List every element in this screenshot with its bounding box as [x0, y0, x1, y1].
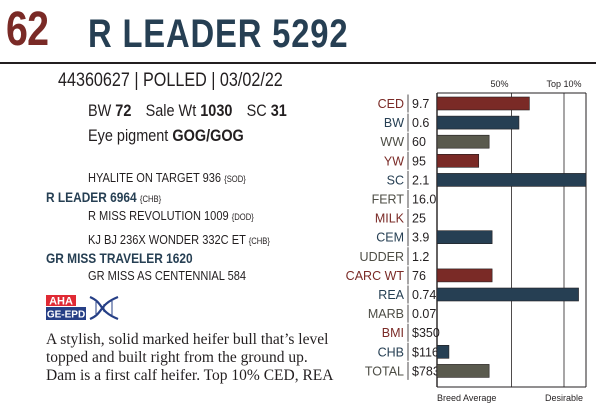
pedigree-sire-sire: HYALITE ON TARGET 936 {SOD}: [88, 170, 246, 187]
epd-trait-label: SC: [387, 173, 404, 187]
pedigree-dam-sire-name: KJ BJ 236X WONDER 332C ET: [88, 232, 246, 247]
bw-value: 72: [115, 101, 132, 120]
epd-trait-label: FERT: [372, 193, 405, 207]
epd-trait-label: REA: [378, 288, 404, 302]
epd-trait-label: MILK: [375, 212, 405, 226]
dna-helix-icon: [89, 295, 119, 321]
epd-trait-label: CEM: [376, 231, 404, 245]
animal-name: R LEADER 5292: [88, 12, 349, 56]
sc-value: 31: [270, 101, 287, 120]
epd-trait-label: CARC WT: [346, 269, 405, 283]
epd-trait-label: CHB: [378, 345, 404, 359]
chart-footer-desirable: Desirable: [545, 393, 583, 403]
epd-value-label: 25: [412, 212, 426, 226]
description: A stylish, solid marked heifer bull that…: [46, 331, 376, 385]
epd-value-label: 0.74: [412, 288, 436, 302]
epd-value-label: 0.07: [412, 307, 436, 321]
epd-value-label: 1.2: [412, 250, 429, 264]
description-line: topped and built right from the ground u…: [46, 349, 308, 366]
chart-footer-breed-average: Breed Average: [437, 393, 496, 403]
description-line: Dam is a first calf heifer. Top 10% CED,…: [46, 367, 334, 384]
chart-header-top10: Top 10%: [546, 79, 581, 89]
epd-value-label: 95: [412, 154, 426, 168]
epd-trait-label: MARB: [368, 307, 404, 321]
pedigree-sire-dam-name: R MISS REVOLUTION 1009: [88, 208, 229, 223]
epd-bar: [436, 344, 450, 359]
sc-label: SC: [246, 101, 267, 120]
epd-value-label: 3.9: [412, 231, 429, 245]
epd-value-label: 16.0: [412, 193, 436, 207]
description-line: A stylish, solid marked heifer bull that…: [46, 331, 329, 348]
logo-top-text: AHA: [49, 296, 73, 308]
epd-trait-label: WW: [380, 135, 404, 149]
epd-trait-label: CED: [378, 97, 404, 111]
epd-trait-label: YW: [384, 154, 404, 168]
birth-stats: BW 72 Sale Wt 1030 SC 31: [88, 101, 287, 121]
epd-trait-label: BMI: [382, 326, 404, 340]
pedigree-dam-dam: GR MISS AS CENTENNIAL 584: [88, 268, 246, 284]
epd-value-label: $116: [412, 345, 439, 359]
epd-trait-label: UDDER: [360, 250, 404, 264]
eye-value: GOG/GOG: [172, 126, 244, 145]
pedigree-sire-sire-code: {SOD}: [224, 174, 246, 184]
pedigree-sire: R LEADER 6964 {CHB}: [46, 189, 161, 207]
epd-bar: [436, 134, 490, 149]
epd-value-label: 2.1: [412, 173, 429, 187]
epd-value-label: 9.7: [412, 97, 429, 111]
header-divider: [0, 62, 596, 64]
pedigree-sire-name: R LEADER 6964: [46, 189, 137, 205]
epd-trait-label: BW: [384, 116, 404, 130]
pedigree-dam-sire: KJ BJ 236X WONDER 332C ET {CHB}: [88, 232, 270, 249]
epd-bar: [436, 96, 530, 111]
epd-bar: [436, 268, 493, 283]
pedigree-sire-dam: R MISS REVOLUTION 1009 {DOD}: [88, 208, 254, 225]
epd-bar: [436, 173, 587, 187]
bw-label: BW: [88, 101, 112, 120]
pedigree-dam-name: GR MISS TRAVELER 1620: [46, 250, 193, 266]
logo-bottom-text: GE-EPD: [47, 310, 85, 321]
epd-bar: [436, 154, 480, 168]
epd-trait-label: TOTAL: [365, 364, 404, 378]
epd-bar: [436, 287, 579, 302]
sale-wt-label: Sale Wt: [145, 101, 197, 120]
aha-ge-epd-logo: AHA GE-EPD: [46, 295, 120, 321]
pedigree-dam-dam-name: GR MISS AS CENTENNIAL 584: [88, 268, 247, 283]
chart-header-50: 50%: [490, 79, 508, 89]
eye-pigment: Eye pigment GOG/GOG: [88, 126, 244, 146]
epd-value-label: 60: [412, 135, 426, 149]
epd-bar: [436, 115, 520, 130]
epd-value-label: $783: [412, 364, 440, 378]
lot-number: 62: [6, 3, 49, 56]
epd-bar: [436, 230, 493, 244]
epd-bar: [436, 364, 490, 378]
pedigree-sire-sire-name: HYALITE ON TARGET 936: [88, 170, 222, 185]
epd-value-label: $350: [412, 326, 440, 340]
pedigree-sire-code: {CHB}: [139, 194, 162, 204]
pedigree-dam: GR MISS TRAVELER 1620: [46, 250, 193, 266]
epd-value-label: 76: [412, 269, 426, 283]
sale-wt-value: 1030: [200, 101, 233, 120]
epd-value-label: 0.6: [412, 116, 429, 130]
pedigree-sire-dam-code: {DOD}: [231, 212, 254, 222]
id-line: 44360627 | POLLED | 03/02/22: [58, 70, 283, 91]
pedigree-dam-sire-code: {CHB}: [248, 236, 270, 246]
eye-label: Eye pigment: [88, 126, 169, 145]
